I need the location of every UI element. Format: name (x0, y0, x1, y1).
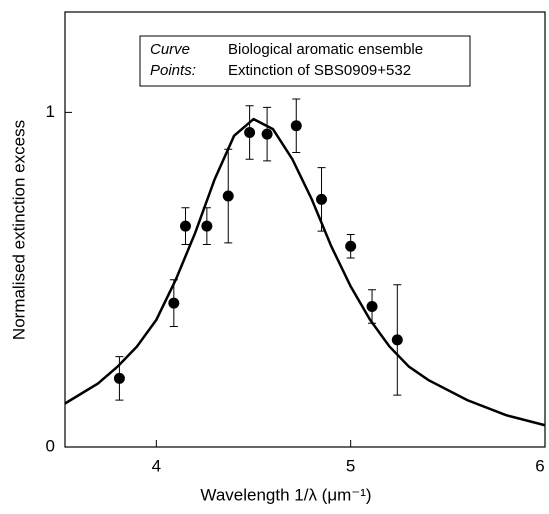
y-tick-label: 1 (46, 102, 55, 121)
data-point (261, 128, 273, 140)
curve (64, 117, 546, 427)
data-point (222, 190, 234, 202)
legend-box (139, 35, 471, 87)
x-tick-label: 6 (535, 456, 544, 475)
legend-key: Curve (150, 41, 190, 58)
data-point (244, 126, 256, 138)
x-tick-label: 5 (346, 456, 355, 475)
data-point (345, 240, 357, 252)
data-point (290, 120, 302, 132)
legend-label: Extinction of SBS0909+532 (228, 62, 411, 79)
data-point (316, 193, 328, 205)
data-point (168, 297, 180, 309)
legend-key: Points: (150, 62, 196, 79)
data-point (201, 220, 213, 232)
plot-frame (64, 11, 546, 448)
data-point (391, 334, 403, 346)
data-point (179, 220, 191, 232)
y-tick-label: 0 (46, 436, 55, 455)
data-point (366, 300, 378, 312)
legend-label: Biological aromatic ensemble (228, 41, 423, 58)
x-tick-label: 4 (152, 456, 161, 475)
data-point (113, 372, 125, 384)
y-axis-label: Normalised extinction excess (9, 120, 28, 340)
x-axis-label: Wavelength 1/λ (μm⁻¹) (200, 485, 371, 504)
